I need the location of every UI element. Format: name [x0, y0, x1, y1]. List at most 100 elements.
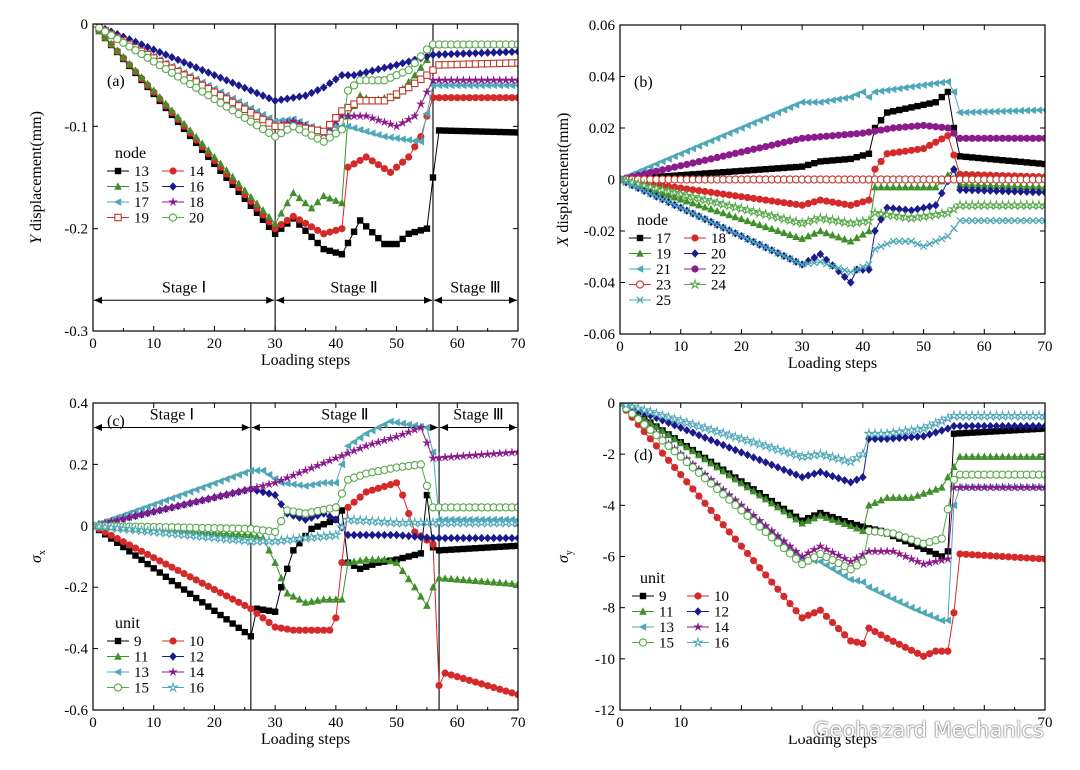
data-point [883, 493, 891, 501]
data-point [646, 418, 655, 427]
data-point [761, 113, 769, 122]
data-point [168, 563, 176, 571]
data-point [477, 577, 486, 585]
data-point [711, 196, 724, 209]
data-point [987, 155, 994, 163]
data-point [252, 466, 261, 475]
data-point [883, 634, 891, 642]
data-point [511, 516, 518, 528]
data-point [283, 589, 292, 597]
data-point [501, 81, 510, 90]
data-point [216, 159, 225, 167]
data-point [386, 62, 395, 71]
data-point [925, 80, 933, 89]
data-point [1004, 187, 1013, 196]
data-point [356, 97, 364, 105]
data-point [465, 576, 474, 584]
data-point [779, 543, 789, 553]
data-point [409, 424, 420, 435]
data-point [417, 227, 425, 234]
data-point [459, 533, 468, 543]
data-point [301, 91, 310, 100]
data-point [827, 547, 838, 557]
data-point [356, 556, 364, 564]
legend-label: 13 [134, 665, 149, 681]
data-point [646, 190, 655, 198]
legend-label: 15 [659, 636, 674, 652]
data-point [228, 172, 237, 181]
data-point [753, 437, 766, 450]
data-point [774, 165, 782, 172]
data-point [664, 441, 673, 451]
data-point [404, 136, 412, 144]
data-point [1035, 555, 1043, 563]
data-point [362, 555, 371, 563]
data-point [386, 168, 395, 176]
data-point [447, 49, 456, 59]
data-point [761, 458, 770, 467]
series-group [93, 417, 518, 699]
series-16 [93, 513, 518, 547]
y-tick-label: 0 [608, 396, 616, 412]
data-point [1035, 134, 1043, 142]
data-point [307, 626, 316, 634]
data-point [119, 538, 127, 546]
data-point [853, 199, 861, 208]
data-point [786, 164, 794, 171]
legend-marker [636, 249, 644, 257]
data-point [234, 102, 243, 110]
data-point [465, 533, 474, 543]
data-point [144, 560, 151, 568]
data-point [919, 203, 928, 213]
data-point [271, 608, 279, 615]
data-point [234, 81, 243, 90]
data-point [1005, 427, 1012, 434]
data-point [180, 119, 188, 127]
data-point [779, 106, 788, 114]
data-point [851, 552, 862, 563]
data-point [798, 163, 806, 170]
data-point [871, 434, 879, 444]
data-point [956, 550, 964, 558]
data-point [508, 129, 516, 136]
data-point [318, 457, 329, 468]
legend-item-19: 19 [629, 247, 671, 263]
data-point [759, 208, 772, 220]
data-point [926, 548, 933, 555]
x-tick-label: 50 [389, 715, 404, 731]
data-point [489, 578, 498, 586]
x-tick-label: 10 [673, 715, 688, 731]
panel-label: (a) [107, 73, 125, 90]
data-point [259, 487, 267, 497]
data-point [810, 259, 818, 267]
data-point [1041, 183, 1045, 191]
panel-b: 0 10 20 30 40 50 60 700.060.040.020-0.02-0.04-0… [555, 18, 1053, 372]
data-point [901, 83, 909, 92]
data-point [172, 500, 184, 511]
data-point [911, 210, 924, 223]
data-point [405, 553, 412, 560]
data-point [749, 556, 758, 565]
data-point [454, 127, 461, 135]
data-point [1041, 134, 1045, 142]
data-point [881, 208, 894, 220]
data-point [313, 596, 322, 604]
data-point [332, 114, 340, 122]
data-point [961, 108, 970, 117]
legend-label: 22 [711, 262, 726, 278]
watermark: Geohazard Mechanics [783, 718, 1044, 742]
data-point [253, 88, 261, 98]
data-point [422, 481, 432, 491]
data-point [221, 489, 232, 499]
legend-label: 16 [189, 681, 205, 697]
data-point [155, 61, 164, 70]
data-point [180, 570, 188, 578]
data-point [514, 542, 518, 549]
legend-marker [168, 213, 178, 222]
data-point [644, 405, 657, 418]
data-point [290, 547, 297, 554]
data-point [743, 121, 751, 130]
data-point [847, 155, 854, 163]
y-tick-label: -6 [603, 550, 616, 566]
data-point [701, 454, 709, 463]
